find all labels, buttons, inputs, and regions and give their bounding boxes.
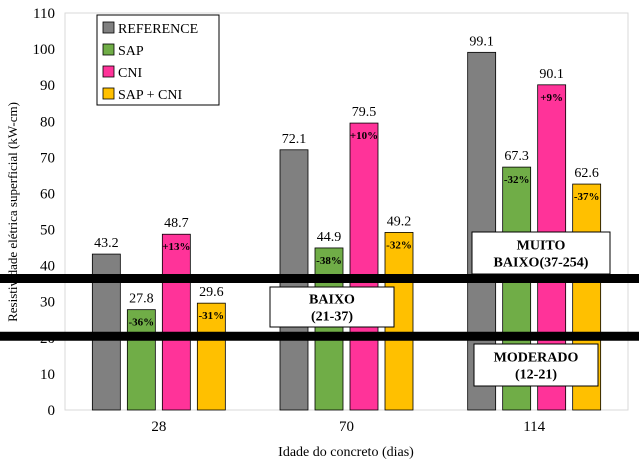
legend-label: SAP bbox=[118, 44, 144, 59]
bar bbox=[161, 233, 191, 411]
bar bbox=[126, 309, 156, 411]
bar-value-label: 43.2 bbox=[94, 236, 119, 251]
bar-change-label: -32% bbox=[386, 239, 412, 251]
y-tick-label: 110 bbox=[33, 6, 55, 22]
threshold-lines bbox=[0, 273, 639, 341]
x-tick-label: 28 bbox=[151, 419, 166, 435]
y-tick-label: 0 bbox=[48, 403, 56, 419]
zone-label-text: (21-37) bbox=[311, 310, 353, 325]
bar-value-label: 99.1 bbox=[469, 34, 494, 49]
legend-box bbox=[96, 14, 220, 106]
y-tick-label: 10 bbox=[40, 367, 55, 383]
legend-label: REFERENCE bbox=[118, 22, 198, 37]
y-tick-label: 80 bbox=[40, 114, 55, 130]
zone-label-box bbox=[473, 343, 599, 387]
y-tick-label: 90 bbox=[40, 78, 55, 94]
bar-change-label: -37% bbox=[574, 191, 600, 203]
zone-label-box bbox=[471, 231, 611, 275]
y-tick-label: 50 bbox=[40, 223, 55, 239]
bar-change-label: -38% bbox=[316, 255, 342, 267]
legend-swatch bbox=[102, 65, 115, 78]
y-axis: 0102030405060708090100110 bbox=[33, 6, 56, 419]
legend-label: SAP + CNI bbox=[118, 88, 183, 103]
bar-value-label: 29.6 bbox=[199, 285, 224, 300]
x-axis-title: Idade do concreto (dias) bbox=[278, 445, 414, 460]
zone-label-text: MODERADO bbox=[494, 351, 579, 366]
bar-value-label: 67.3 bbox=[504, 149, 529, 164]
legend-swatch bbox=[102, 87, 115, 100]
zone-label-text: BAIXO bbox=[309, 293, 355, 308]
bar-value-label: 62.6 bbox=[574, 166, 599, 181]
legend-swatch bbox=[102, 43, 115, 56]
bar-change-label: -31% bbox=[198, 310, 224, 322]
legend-swatch bbox=[102, 21, 115, 34]
zone-labels: MUITO BAIXO(37-254) BAIXO (21-37) MODERADO (1… bbox=[269, 231, 611, 387]
zone-label-text: (12-21) bbox=[515, 368, 557, 383]
zone-label-text: BAIXO(37-254) bbox=[494, 256, 589, 271]
y-tick-label: 40 bbox=[40, 259, 55, 275]
bar-value-label: 72.1 bbox=[282, 132, 307, 147]
bar-value-label: 49.2 bbox=[387, 214, 412, 229]
y-tick-label: 30 bbox=[40, 295, 55, 311]
x-tick-label: 114 bbox=[523, 419, 545, 435]
bar-change-label: +9% bbox=[540, 92, 563, 104]
bar-value-label: 48.7 bbox=[164, 216, 189, 231]
plot-border bbox=[64, 12, 629, 411]
y-axis-title: Resistividade elétrica superficial (kW-c… bbox=[5, 102, 20, 322]
bar-change-label: +13% bbox=[162, 241, 190, 253]
y-tick-label: 70 bbox=[40, 150, 55, 166]
bar-change-label: +10% bbox=[350, 130, 378, 142]
zone-label-text: MUITO bbox=[517, 239, 566, 254]
bar-value-label: 79.5 bbox=[352, 105, 377, 120]
bar bbox=[314, 247, 344, 411]
bar-change-label: -32% bbox=[504, 174, 530, 186]
bar-value-label: 44.9 bbox=[317, 230, 342, 245]
y-tick-label: 100 bbox=[33, 42, 56, 58]
bar-change-label: -36% bbox=[128, 317, 154, 329]
legend: REFERENCE SAP CNI SAP + CNI bbox=[96, 14, 220, 106]
bar bbox=[196, 302, 226, 411]
legend-label: CNI bbox=[118, 66, 142, 81]
bar bbox=[349, 122, 379, 411]
bar-value-label: 27.8 bbox=[129, 292, 154, 307]
zone-label-box bbox=[269, 286, 395, 328]
bar-value-label: 90.1 bbox=[539, 67, 564, 82]
x-tick-label: 70 bbox=[339, 419, 354, 435]
y-tick-label: 60 bbox=[40, 186, 55, 202]
x-axis: 28 70 114 bbox=[151, 419, 545, 435]
